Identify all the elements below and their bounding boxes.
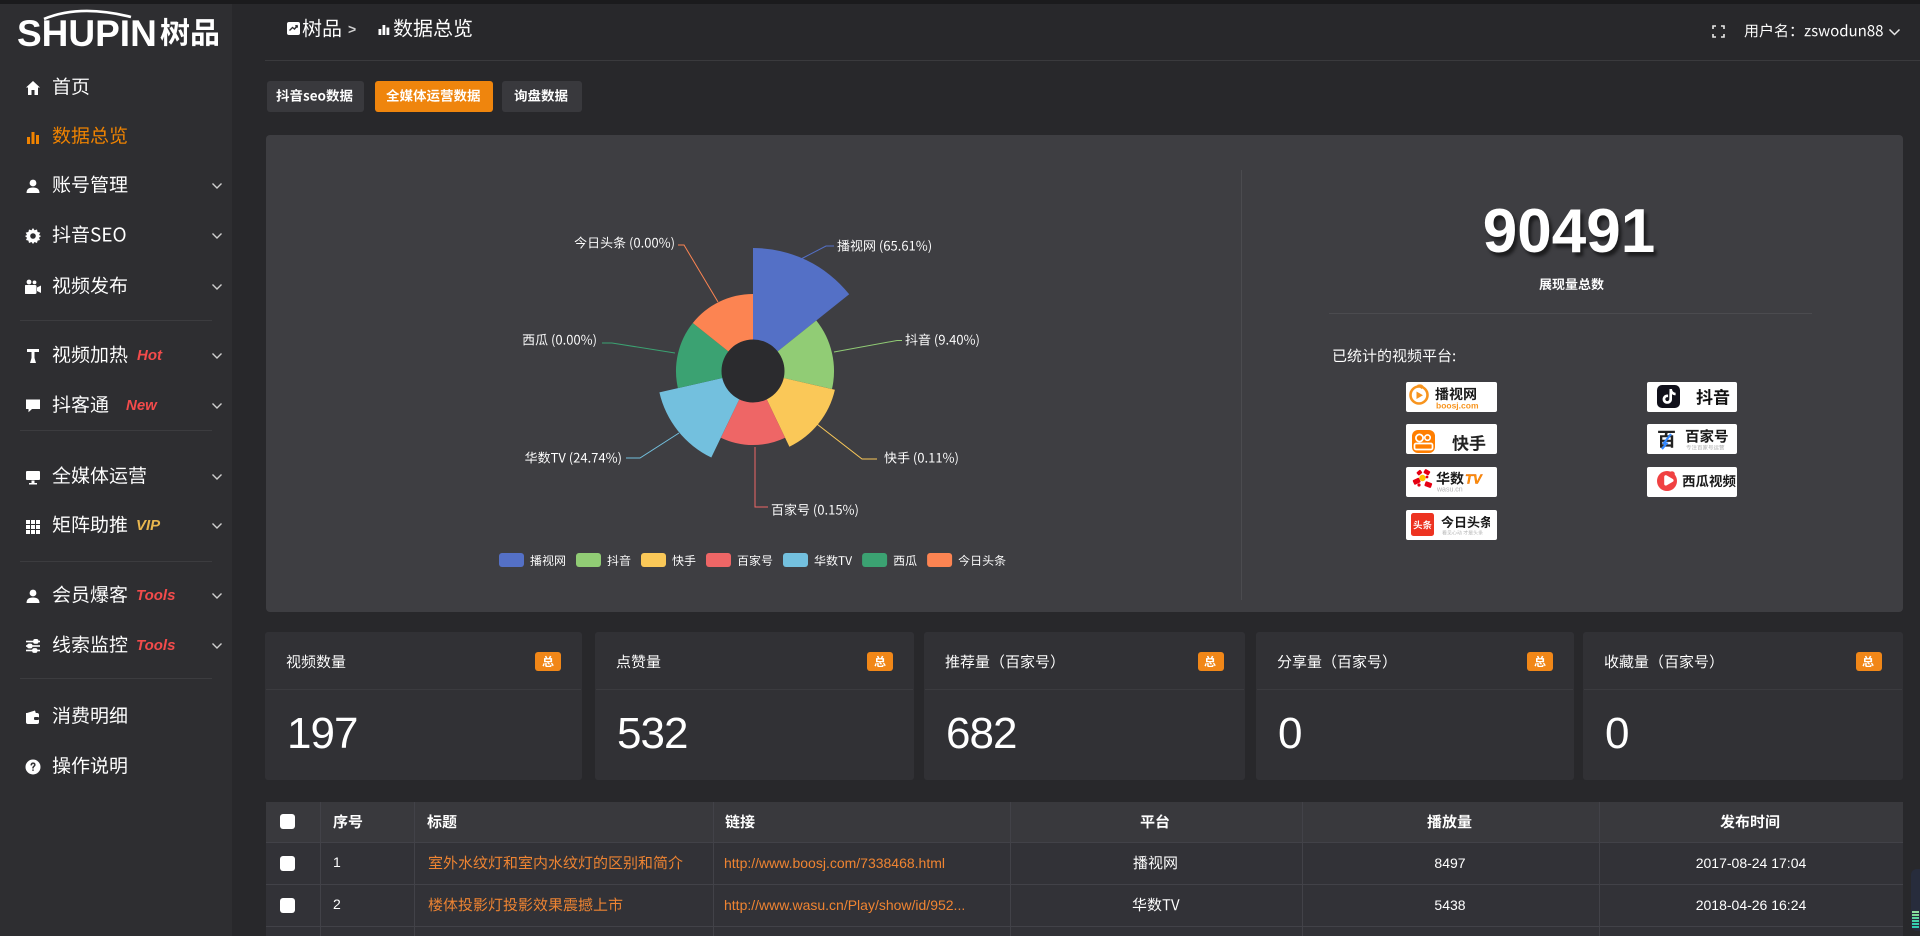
svg-text:TV: TV bbox=[1465, 472, 1483, 487]
svg-text:boosj.com: boosj.com bbox=[1436, 401, 1479, 411]
svg-text:wasu.cn: wasu.cn bbox=[1436, 487, 1463, 494]
